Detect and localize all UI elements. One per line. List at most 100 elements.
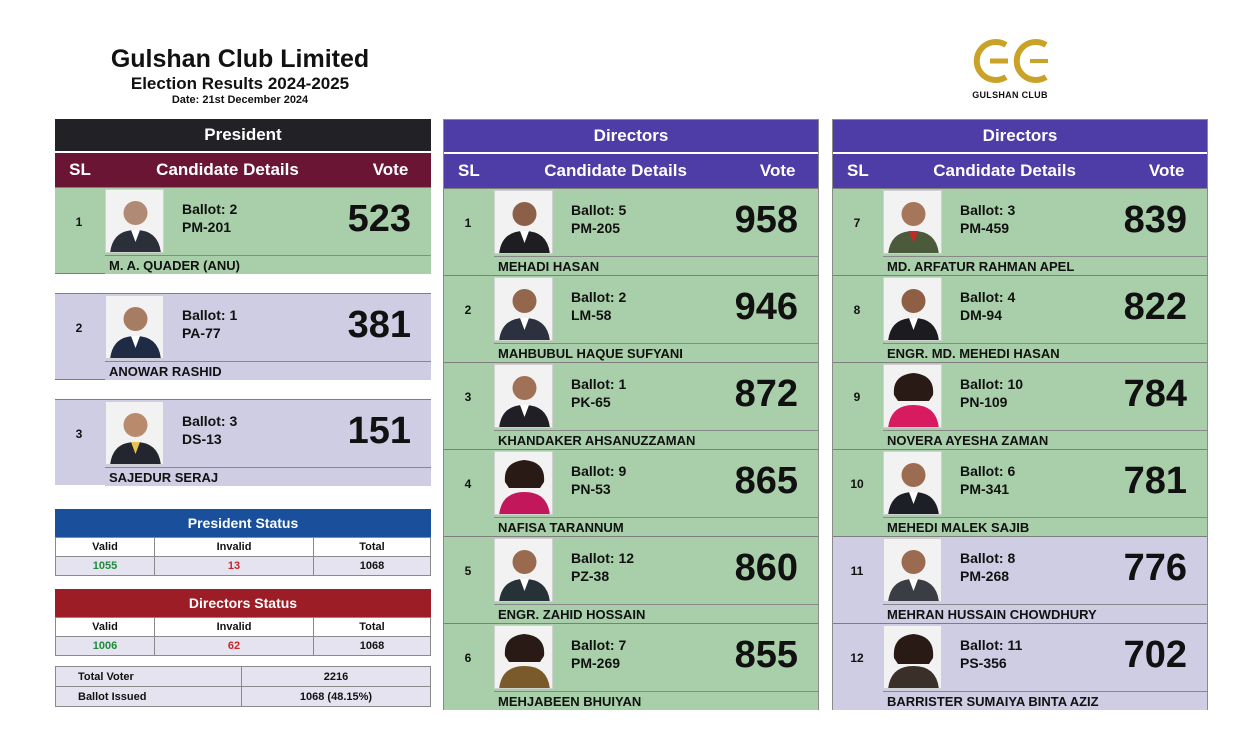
candidate-vote: 151 (347, 410, 411, 452)
candidate-name: MEHEDI MALEK SAJIB (883, 517, 1207, 536)
person-photo-icon (499, 550, 550, 601)
candidate-ballot: Ballot: 2 (182, 201, 238, 217)
header-sl: SL (458, 161, 480, 180)
candidate-member-id: PK-65 (571, 394, 611, 410)
person-photo-icon (888, 634, 939, 688)
candidate-name: MEHRAN HUSSAIN CHOWDHURY (883, 604, 1207, 623)
person-photo-icon (888, 463, 939, 514)
candidate-sl: 6 (464, 651, 472, 665)
candidate-member-id: DS-13 (182, 431, 222, 447)
person-photo-icon (110, 413, 161, 464)
candidate-row: 12 Ballot: 11 PS-356 702 BARRISTER SUMAIY… (833, 623, 1207, 710)
person-photo-icon (888, 289, 939, 340)
candidate-photo (105, 189, 164, 253)
candidate-photo (494, 277, 553, 341)
candidate-member-id: PM-201 (182, 219, 232, 235)
candidate-vote: 865 (734, 460, 798, 502)
candidate-member-id: LM-58 (571, 307, 612, 323)
president-list: 1 Ballot: 2 PM-201 523 M. A. QUADER (ANU… (55, 187, 431, 486)
person-photo-icon (110, 307, 161, 358)
candidate-member-id: PM-268 (960, 568, 1010, 584)
candidate-row: 11 Ballot: 8 PM-268 776 MEHRAN HUSSAIN CH… (833, 536, 1207, 623)
president-table-header: SL Candidate Details Vote (55, 151, 431, 187)
candidate-name: MEHJABEEN BHUIYAN (494, 691, 818, 710)
president-status: President Status Valid Invalid Total 105… (55, 509, 431, 576)
candidate-row: 5 Ballot: 12 PZ-38 860 ENGR. ZAHID HOSSAI… (444, 536, 818, 623)
ballot-issued-value: 1068 (48.15%) (241, 686, 431, 707)
candidate-member-id: PM-341 (960, 481, 1010, 497)
directors-status: Directors Status Valid Invalid Total 100… (55, 589, 431, 656)
candidate-vote: 784 (1123, 373, 1187, 415)
candidate-vote: 946 (734, 286, 798, 328)
candidate-photo (494, 451, 553, 515)
candidate-row: 1 Ballot: 2 PM-201 523 M. A. QUADER (ANU… (55, 187, 431, 274)
candidate-row: 4 Ballot: 9 PN-53 865 NAFISA TARANNUM (444, 449, 818, 536)
president-status-title: President Status (55, 509, 431, 537)
candidate-sl: 7 (853, 216, 861, 230)
candidate-photo (883, 277, 942, 341)
status-valid-label: Valid (55, 617, 155, 637)
person-photo-icon (110, 201, 161, 252)
candidate-vote: 958 (734, 199, 798, 241)
person-photo-icon (499, 634, 550, 688)
person-photo-icon (888, 373, 939, 427)
candidate-sl: 1 (464, 216, 472, 230)
candidate-sl: 1 (75, 215, 83, 229)
candidate-name: MEHADI HASAN (494, 256, 818, 275)
directors-title: Directors (833, 120, 1207, 152)
candidate-row: 10 Ballot: 6 PM-341 781 MEHEDI MALEK SAJI… (833, 449, 1207, 536)
candidate-name: NOVERA AYESHA ZAMAN (883, 430, 1207, 449)
candidate-sl: 12 (850, 651, 864, 665)
candidate-sl: 2 (464, 303, 472, 317)
directors-table-header: SL Candidate Details Vote (444, 152, 818, 188)
status-invalid-label: Invalid (154, 617, 314, 637)
person-photo-icon (499, 289, 550, 340)
status-total-label: Total (313, 537, 431, 557)
candidate-name: ANOWAR RASHID (105, 361, 431, 380)
gc-logo-icon (973, 39, 1048, 83)
directors-status-table: Valid Invalid Total 1006 62 1068 (55, 617, 431, 656)
candidate-sl: 9 (853, 390, 861, 404)
status-total-value: 1068 (313, 636, 431, 656)
candidate-ballot: Ballot: 1 (182, 307, 238, 323)
candidate-ballot: Ballot: 10 (960, 376, 1024, 392)
summary-table: Total Voter 2216 Ballot Issued 1068 (48.… (55, 666, 431, 707)
status-invalid-value: 13 (154, 556, 314, 576)
directors-title: Directors (444, 120, 818, 152)
candidate-photo (883, 625, 942, 689)
candidate-member-id: PN-53 (571, 481, 611, 497)
page-subtitle: Election Results 2024-2025 (130, 74, 350, 93)
president-title: President (55, 119, 431, 151)
directors-column-left: Directors SL Candidate Details Vote 1 Ba… (443, 119, 819, 710)
directors-list-left: 1 Ballot: 5 PM-205 958 MEHADI HASAN 2 Bal… (444, 188, 818, 710)
candidate-photo (105, 295, 164, 359)
person-photo-icon (888, 202, 939, 253)
candidate-name: MAHBUBUL HAQUE SUFYANI (494, 343, 818, 362)
header-vote: Vote (759, 161, 796, 180)
candidate-ballot: Ballot: 2 (571, 289, 627, 305)
header-details: Candidate Details (933, 161, 1076, 180)
candidate-ballot: Ballot: 8 (960, 550, 1016, 566)
page-date: Date: 21st December 2024 (171, 94, 309, 106)
total-voter-value: 2216 (241, 666, 431, 687)
header-sl: SL (847, 161, 869, 180)
candidate-row: 6 Ballot: 7 PM-269 855 MEHJABEEN BHUIYAN (444, 623, 818, 710)
candidate-vote: 381 (347, 304, 411, 346)
candidate-ballot: Ballot: 5 (571, 202, 627, 218)
candidate-photo (883, 451, 942, 515)
candidate-photo (105, 401, 164, 465)
candidate-ballot: Ballot: 9 (571, 463, 627, 479)
candidate-name: NAFISA TARANNUM (494, 517, 818, 536)
candidate-member-id: PA-77 (182, 325, 221, 341)
candidate-name: ENGR. ZAHID HOSSAIN (494, 604, 818, 623)
status-valid-value: 1006 (55, 636, 155, 656)
candidate-row: 2 Ballot: 1 PA-77 381 ANOWAR RASHID (55, 293, 431, 380)
candidate-name: KHANDAKER AHSANUZZAMAN (494, 430, 818, 449)
candidate-sl: 10 (850, 477, 864, 491)
candidate-vote: 872 (734, 373, 798, 415)
candidate-ballot: Ballot: 3 (960, 202, 1016, 218)
status-invalid-value: 62 (154, 636, 314, 656)
candidate-photo (494, 190, 553, 254)
candidate-row: 3 Ballot: 1 PK-65 872 KHANDAKER AHSANUZZA… (444, 362, 818, 449)
candidate-member-id: PZ-38 (571, 568, 610, 584)
